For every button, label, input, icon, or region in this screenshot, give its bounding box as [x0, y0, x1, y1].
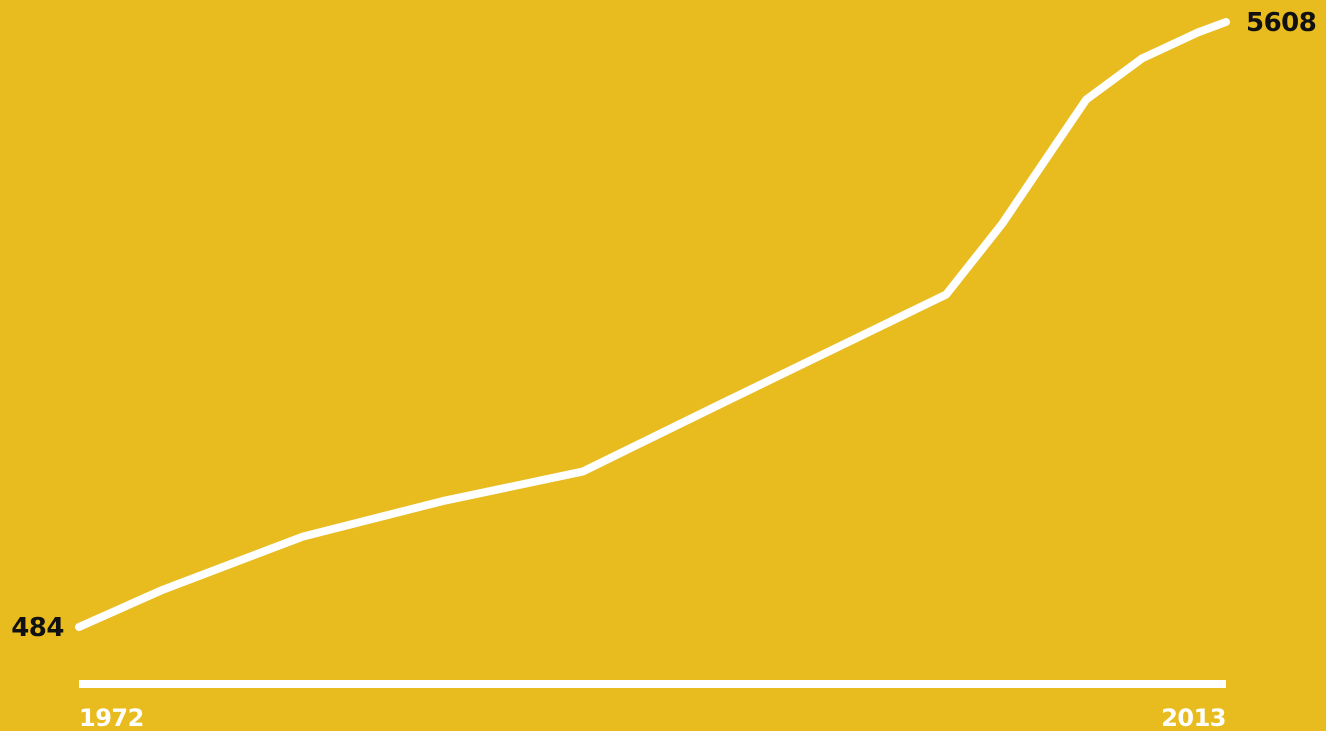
x-tick-label-end: 2013 [1161, 704, 1226, 731]
end-value-label: 5608 [1246, 8, 1316, 38]
start-value-label: 484 [11, 613, 64, 643]
series-line [75, 18, 1230, 631]
x-tick-label-start: 1972 [79, 704, 144, 731]
